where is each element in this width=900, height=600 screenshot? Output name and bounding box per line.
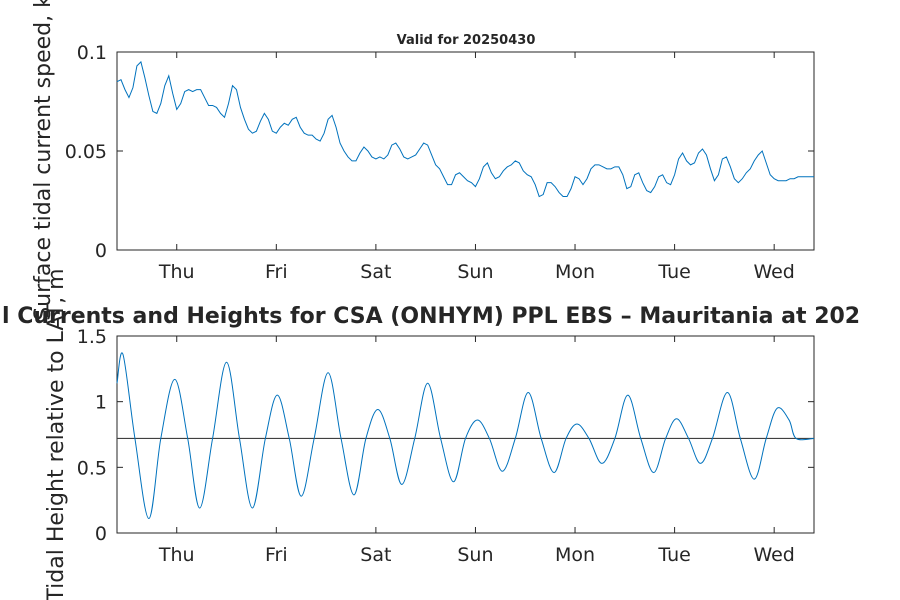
- tidal-height-y-tick-label: 1.5: [77, 326, 107, 348]
- tidal-height-x-tick-label: Mon: [555, 544, 595, 566]
- current-speed-panel: Valid for 20250430 0 0.05 0.1 Thu Fri Sat Sun…: [31, 0, 815, 321]
- current-speed-x-tick-label: Fri: [265, 261, 288, 283]
- tidal-height-x-tick-label: Wed: [753, 544, 794, 566]
- current-speed-y-tick-label: 0: [95, 240, 107, 262]
- tidal-height-title: l Currents and Heights for CSA (ONHYM) P…: [2, 304, 860, 329]
- current-speed-title: Valid for 20250430: [397, 33, 536, 48]
- tidal-height-x-tick-label: Thu: [158, 544, 195, 566]
- current-speed-x-tick-label: Thu: [158, 261, 195, 283]
- tidal-height-y-tick-label: 1: [95, 392, 107, 414]
- current-speed-y-tick-label: 0.05: [65, 141, 107, 163]
- tidal-height-y-axis-label: Tidal Height relative to LAT, m: [44, 268, 69, 600]
- current-speed-x-tick-label: Mon: [555, 261, 595, 283]
- current-speed-x-tick-label: Sun: [457, 261, 493, 283]
- current-speed-x-tick-label: Wed: [753, 261, 794, 283]
- current-speed-axes-box: [116, 51, 815, 251]
- tidal-height-x-ticks: Thu Fri Sat Sun Mon Tue Wed: [158, 336, 795, 566]
- current-speed-x-tick-label: Tue: [657, 261, 690, 283]
- tidal-height-series-line: [116, 352, 815, 520]
- current-speed-y-tick-label: 0.1: [77, 42, 107, 64]
- current-speed-x-ticks: Thu Fri Sat Sun Mon Tue Wed: [158, 52, 795, 283]
- current-speed-series-line: [116, 60, 814, 198]
- current-speed-y-axis-label: Surface tidal current speed, kn: [31, 0, 56, 321]
- current-speed-y-ticks: 0 0.05 0.1: [65, 42, 814, 262]
- tidal-height-y-tick-label: 0.5: [77, 457, 107, 479]
- tidal-height-y-tick-label: 0: [95, 523, 107, 545]
- tidal-height-x-tick-label: Sat: [360, 544, 391, 566]
- tidal-height-panel: l Currents and Heights for CSA (ONHYM) P…: [2, 268, 860, 600]
- tidal-height-x-tick-label: Sun: [457, 544, 493, 566]
- tidal-height-x-tick-label: Fri: [265, 544, 288, 566]
- tidal-height-y-ticks: 0 0.5 1 1.5: [77, 326, 814, 545]
- tidal-height-x-tick-label: Tue: [657, 544, 690, 566]
- tidal-height-axes-box: [116, 335, 815, 534]
- current-speed-x-tick-label: Sat: [360, 261, 391, 283]
